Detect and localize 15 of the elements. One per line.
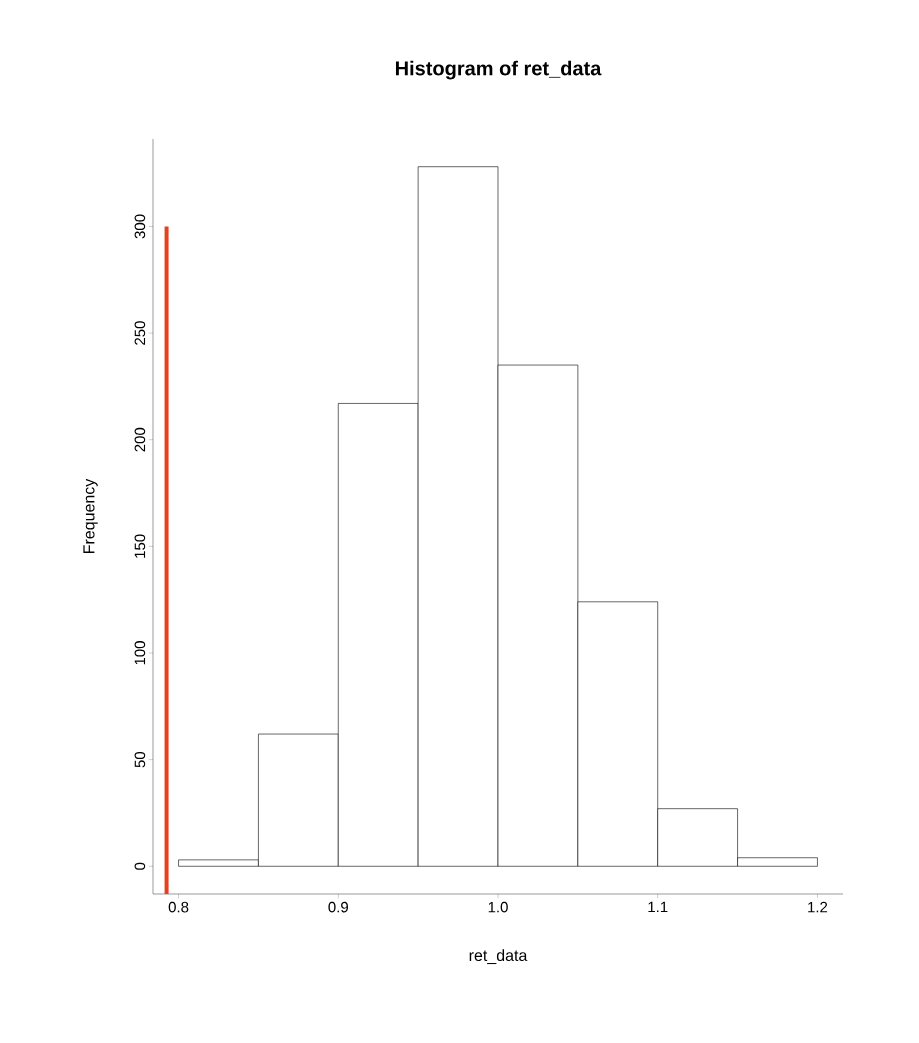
chart-title: Histogram of ret_data	[395, 60, 602, 80]
x-tick-label: 0.8	[168, 901, 189, 913]
x-axis-title: ret_data	[469, 949, 528, 965]
y-axis-title: Frequency	[83, 478, 98, 553]
y-tick-label: 100	[134, 641, 146, 665]
y-tick-label: 0	[134, 862, 146, 870]
y-tick-label: 200	[134, 427, 146, 452]
x-tick-label: 1.2	[808, 901, 828, 913]
y-tick-label: 50	[134, 751, 146, 768]
x-tick-label: 1.0	[488, 901, 508, 913]
y-tick-label: 300	[134, 214, 146, 239]
x-tick-label: 0.9	[328, 901, 348, 913]
y-tick-label: 250	[134, 321, 146, 345]
y-tick-label: 150	[134, 534, 146, 558]
x-tick-label: 1.1	[648, 901, 668, 913]
